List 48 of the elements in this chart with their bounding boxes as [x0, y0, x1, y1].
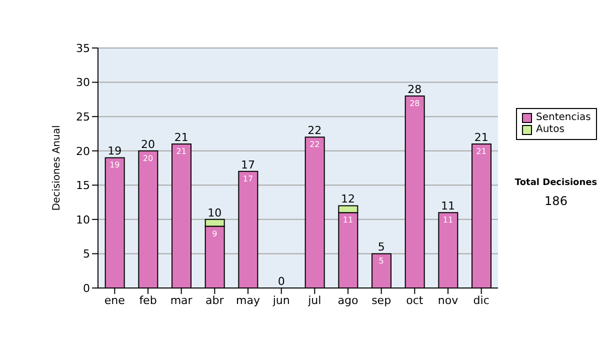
total-label: 5 — [378, 240, 385, 254]
data-label: 9 — [212, 229, 218, 238]
y-tick-label: 5 — [83, 248, 90, 261]
legend-label: Sentencias — [536, 112, 591, 124]
x-tick-label: may — [236, 294, 260, 307]
x-tick-label: jun — [272, 294, 290, 307]
total-label: 10 — [208, 206, 222, 220]
data-label: 11 — [442, 216, 454, 225]
total-label: 17 — [241, 158, 255, 172]
total-label: 28 — [408, 83, 422, 96]
y-tick-label: 25 — [76, 110, 90, 124]
total-label: 12 — [341, 192, 355, 206]
y-tick-label: 30 — [76, 76, 90, 90]
text: 186 — [544, 194, 568, 208]
y-tick-label: 35 — [76, 42, 90, 55]
x-tick-label: nov — [438, 294, 459, 307]
data-label: 20 — [142, 154, 154, 163]
text: Total Decisiones — [514, 178, 598, 188]
data-label: 21 — [176, 147, 186, 156]
y-tick-label: 15 — [76, 179, 90, 192]
x-tick-label: ene — [104, 294, 126, 307]
x-tick-label: mar — [170, 294, 193, 307]
y-tick-label: 10 — [76, 213, 90, 226]
x-tick-label: sep — [372, 294, 392, 307]
total-label: 21 — [174, 131, 188, 144]
x-tick-label: ago — [338, 294, 358, 307]
data-label: 28 — [410, 99, 420, 108]
x-tick-label: feb — [139, 294, 157, 307]
data-label: 21 — [476, 147, 486, 156]
total-label: 21 — [474, 131, 488, 144]
y-axis-title: Decisiones Anual — [52, 125, 63, 211]
data-label: 17 — [242, 174, 254, 184]
x-tick-label: jul — [307, 294, 322, 307]
x-tick-label: dic — [473, 294, 490, 307]
total-label: 19 — [108, 144, 122, 158]
total-label: 20 — [141, 138, 155, 151]
y-tick-label: 0 — [83, 282, 90, 295]
y-tick-label: 20 — [76, 144, 90, 158]
legend-label: Autos — [536, 124, 564, 136]
x-tick-label: oct — [406, 294, 424, 307]
total-label: 22 — [308, 124, 322, 138]
data-label: 22 — [310, 140, 320, 150]
x-tick-label: abr — [206, 294, 224, 307]
total-label: 0 — [278, 275, 285, 288]
data-label: 5 — [378, 256, 384, 266]
data-label: 11 — [342, 216, 354, 225]
data-label: 19 — [110, 160, 120, 170]
total-label: 11 — [441, 200, 455, 213]
